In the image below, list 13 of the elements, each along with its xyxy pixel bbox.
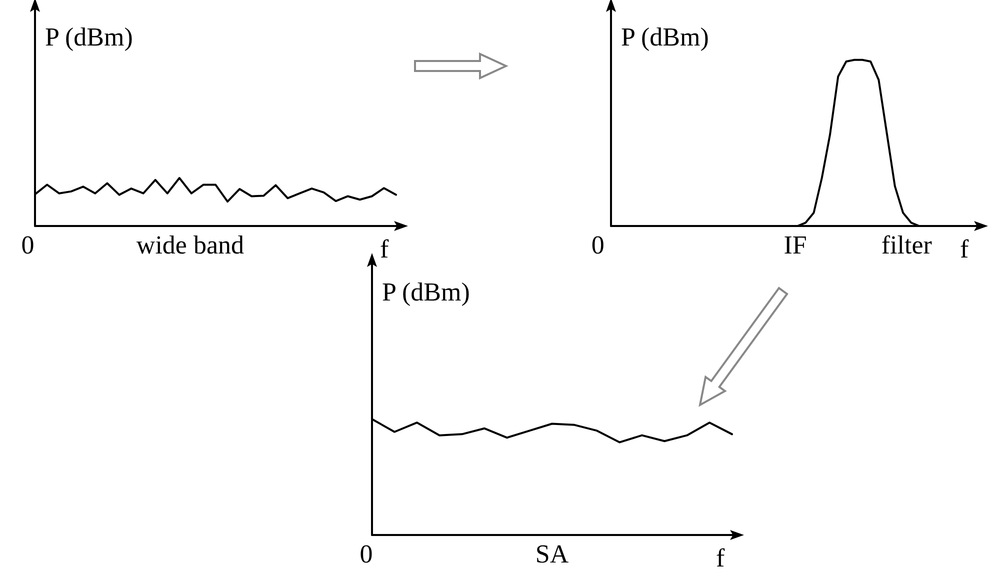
x-axis-title: f: [716, 544, 725, 572]
text: 0: [21, 230, 34, 260]
text: filter: [881, 230, 932, 260]
text: wide band: [136, 230, 244, 260]
x-axis-title: f: [380, 234, 389, 264]
y-axis-title: P (dBm): [621, 22, 709, 52]
text: 0: [360, 540, 373, 568]
y-axis-title: P (dBm): [45, 22, 133, 52]
y-axis-title: P (dBm): [382, 278, 470, 306]
x-axis-title: f: [960, 234, 969, 264]
text: IF: [784, 230, 807, 260]
text: 0: [591, 230, 604, 260]
text: SA: [535, 540, 569, 568]
